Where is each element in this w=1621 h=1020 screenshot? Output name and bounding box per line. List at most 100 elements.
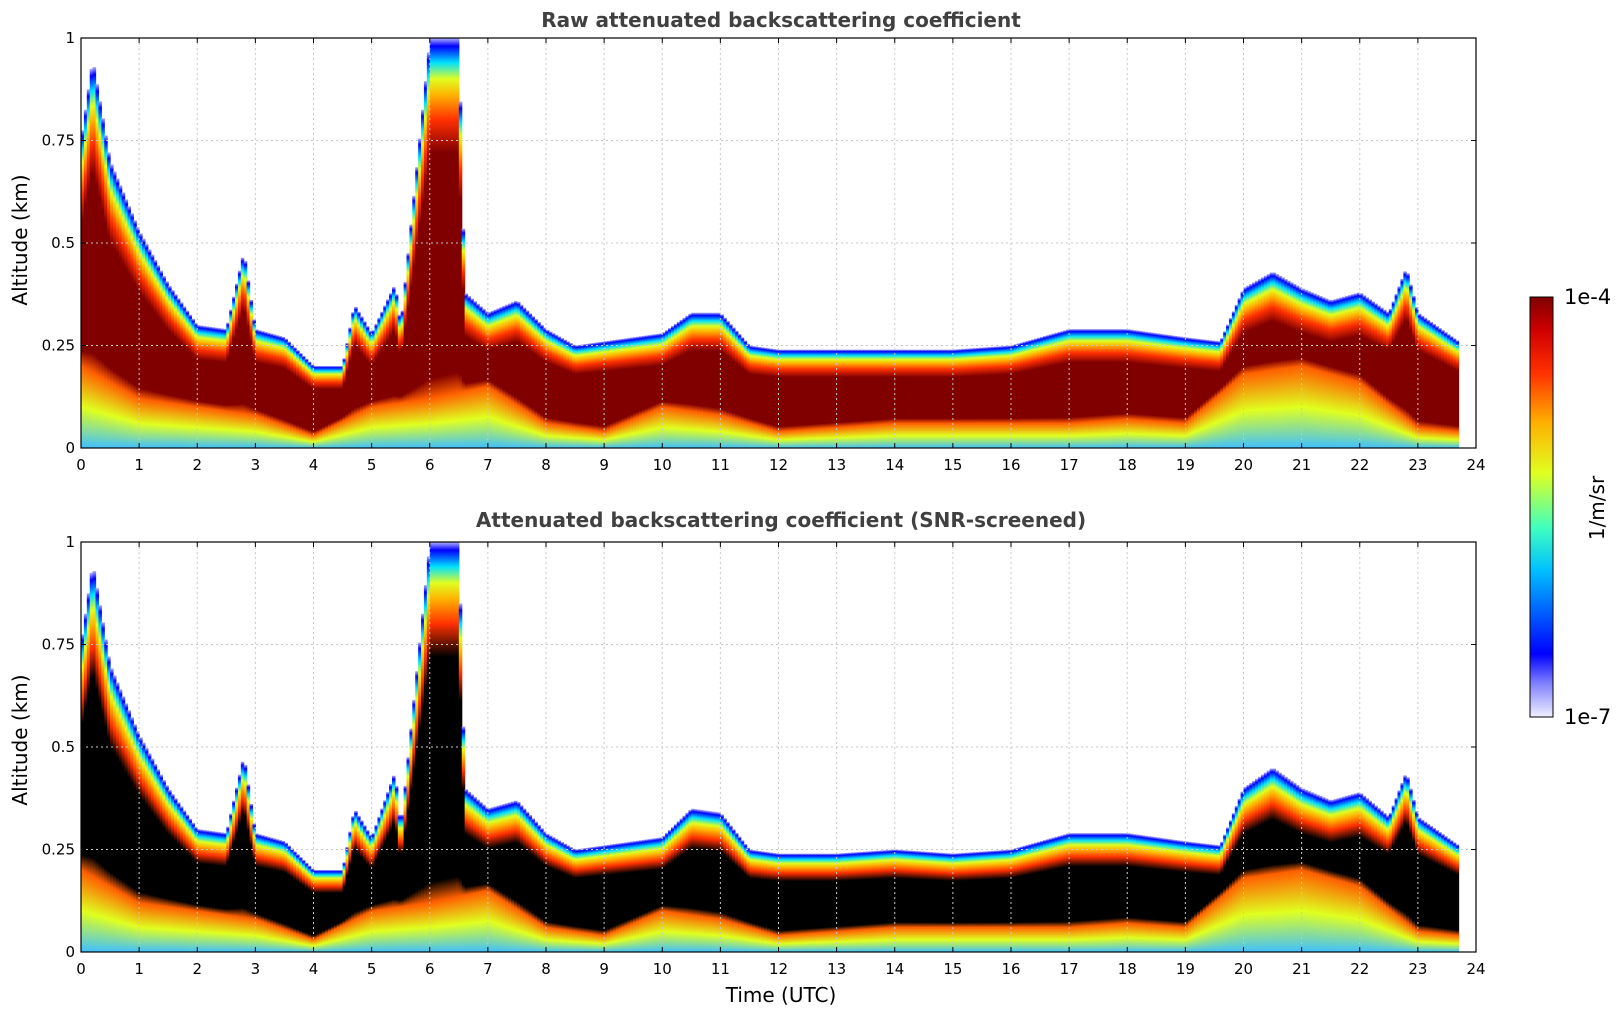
data-column	[1019, 846, 1024, 952]
data-column	[1316, 794, 1320, 952]
data-column	[1406, 777, 1410, 952]
data-column	[1423, 317, 1428, 448]
data-column	[1417, 817, 1422, 952]
data-column	[1083, 329, 1088, 448]
colorbar-gradient	[1529, 296, 1554, 718]
data-column	[819, 853, 823, 952]
data-column	[365, 326, 370, 448]
data-column	[345, 342, 349, 448]
data-column	[973, 852, 977, 952]
data-column	[453, 38, 457, 448]
data-column	[1385, 815, 1390, 952]
data-column	[281, 840, 286, 952]
data-column	[397, 314, 402, 448]
data-column	[804, 349, 809, 448]
data-column	[313, 366, 318, 448]
data-column	[702, 810, 707, 952]
x-tick-label: 11	[711, 960, 730, 978]
data-column	[1290, 282, 1294, 448]
data-column	[176, 802, 181, 952]
data-column	[970, 852, 974, 952]
data-column	[316, 366, 320, 448]
data-column	[1231, 311, 1236, 448]
x-tick-label: 23	[1408, 960, 1427, 978]
data-column	[700, 312, 704, 448]
data-column	[214, 831, 219, 952]
data-column	[752, 850, 756, 952]
data-column	[668, 830, 672, 952]
data-column	[650, 838, 655, 952]
data-column	[865, 851, 870, 952]
data-column	[813, 349, 817, 448]
data-column	[1432, 323, 1436, 448]
data-column	[888, 849, 893, 952]
data-column	[903, 349, 907, 448]
data-column	[537, 321, 541, 448]
data-column	[1438, 328, 1442, 448]
data-column	[409, 224, 413, 448]
data-column	[1042, 336, 1047, 448]
data-column	[694, 809, 698, 952]
data-column	[185, 814, 190, 952]
data-column	[1316, 294, 1320, 448]
data-column	[1426, 823, 1431, 952]
data-column	[1130, 833, 1134, 952]
data-column	[519, 805, 524, 952]
data-column	[833, 349, 838, 448]
data-column	[1124, 329, 1128, 448]
data-column	[1013, 848, 1018, 952]
x-tick-label: 2	[192, 960, 202, 978]
data-column	[383, 305, 387, 448]
data-column	[328, 366, 332, 448]
data-column	[1377, 305, 1381, 448]
data-column	[726, 821, 730, 952]
data-column	[386, 299, 390, 448]
data-column	[1409, 788, 1413, 952]
data-column	[107, 152, 111, 448]
data-column	[822, 349, 826, 448]
data-column	[732, 829, 736, 952]
data-column	[522, 307, 527, 448]
data-column	[865, 349, 870, 448]
data-column	[1260, 774, 1265, 952]
data-column	[432, 542, 437, 952]
data-column	[110, 164, 114, 448]
data-column	[1202, 843, 1207, 952]
data-column	[441, 38, 445, 448]
data-column	[996, 346, 1000, 448]
data-column	[1228, 820, 1233, 952]
colorbar-max-label: 1e-4	[1564, 285, 1611, 309]
data-column	[1412, 295, 1416, 448]
data-column	[1435, 326, 1439, 448]
data-column	[540, 324, 544, 448]
data-column	[261, 331, 265, 448]
data-column	[929, 852, 934, 952]
data-column	[801, 853, 806, 952]
data-column	[104, 639, 108, 952]
data-column	[1133, 834, 1137, 952]
data-column	[964, 852, 969, 952]
data-column	[1167, 839, 1172, 952]
data-column	[1365, 297, 1370, 448]
data-column	[389, 783, 393, 952]
data-column	[92, 67, 97, 448]
data-column	[229, 813, 233, 952]
data-column	[339, 366, 344, 448]
x-tick-label: 13	[827, 960, 846, 978]
data-column	[589, 343, 594, 448]
data-column	[679, 319, 684, 448]
data-column	[848, 852, 852, 952]
data-column	[781, 349, 785, 448]
data-column	[1060, 835, 1064, 952]
data-column	[226, 322, 230, 448]
data-column	[1074, 329, 1079, 448]
data-column	[261, 835, 265, 952]
data-column	[554, 838, 559, 952]
data-column	[423, 81, 428, 448]
data-column	[1455, 340, 1460, 448]
data-column	[229, 309, 233, 448]
data-column	[1063, 330, 1067, 448]
x-tick-label: 17	[1060, 456, 1079, 474]
data-column	[1380, 307, 1384, 448]
data-column	[81, 634, 85, 952]
